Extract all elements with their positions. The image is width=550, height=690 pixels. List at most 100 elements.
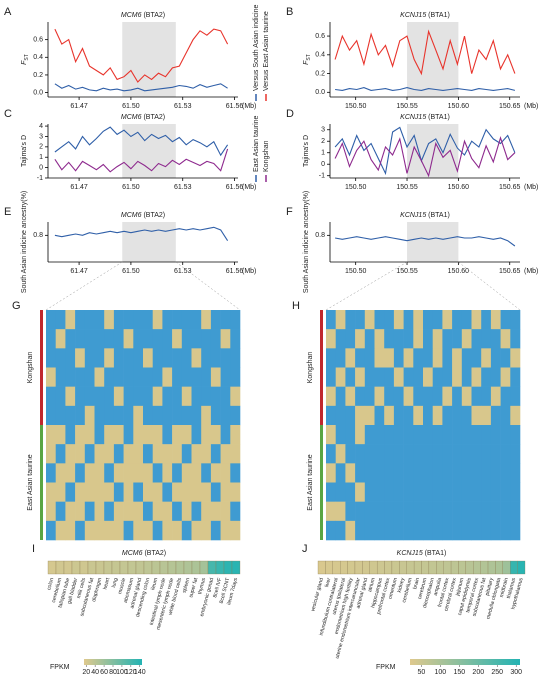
expression-cell [347,560,356,575]
genotype-cell [133,367,144,387]
gene-name: MCM6 [122,550,143,557]
expression-cell [510,560,518,575]
genotype-cell [84,482,95,502]
y-tick-label: 0.6 [33,36,43,43]
genotype-cell [65,348,76,368]
y-axis-label-main: South Asian indicine ancestry(%) [303,191,310,293]
genotype-cell [335,425,346,445]
genotype-cell [471,405,482,426]
genotype-cell [481,520,492,541]
genotype-cell [452,520,463,541]
genotype-cell [471,425,482,445]
genotype-cell [423,367,433,387]
tissue-label: pituitary [484,577,495,596]
genotype-cell [133,405,144,426]
genotype-cell [152,310,163,330]
genotype-cell [94,329,105,349]
expression-cell [71,560,81,575]
genotype-cell [162,482,173,502]
x-axis-unit: (Mb) [242,268,256,275]
genotype-cell [510,310,521,330]
genotype-cell [432,386,443,407]
genotype-cell [133,425,144,445]
genotype-cell [172,482,183,502]
genotype-cell [355,444,366,464]
genotype-cell [364,482,375,502]
expression-cell [167,560,177,575]
genotype-cell [461,482,472,502]
genotype-cell [191,367,202,387]
zoom-line [325,261,408,311]
genotype-cell [230,520,241,541]
genotype-cell [152,444,163,464]
genotype-cell [84,405,95,426]
genotype-cell [481,310,492,330]
genotype-cell [65,444,76,464]
genotype-cell [46,425,56,445]
genotype-cell [123,386,134,407]
genotype-cell [403,501,414,522]
genotype-cell [230,463,241,483]
y-axis-label: South Asian indicine ancestry(%) [21,191,28,293]
genotype-cell [413,329,424,349]
genotype-cell [75,386,86,407]
genotype-cell [181,520,192,541]
genotype-cell [133,310,144,330]
genotype-cell [201,482,212,502]
expression-cell [495,560,503,575]
expression-cell [436,560,444,575]
series-line [335,236,516,247]
tissue-label: spleen [182,577,192,593]
genotype-cell [413,310,424,330]
x-tick-label: 61.56 [226,184,244,191]
y-axis-label: South Asian indicine ancestry(%) [303,191,310,293]
panel-title: KCNJ15 (BTA1) [397,550,447,557]
genotype-cell [393,329,404,349]
genotype-cell [133,348,144,368]
genotype-cell [374,444,385,464]
genotype-cell [143,482,153,502]
genotype-cell [84,444,95,464]
genotype-cell [133,463,144,483]
genotype-cell [65,463,76,483]
tissue-label: omentum [387,577,398,599]
x-tick-label: 150.50 [345,268,367,275]
panel-title: KCNJ15 (BTA1) [400,212,450,219]
colorbar [84,659,142,665]
y-tick-label: 3 [321,127,325,134]
expression-cell [199,560,209,575]
x-tick-label: 61.47 [70,184,88,191]
y-tick-label: 2 [39,144,43,151]
genotype-cell [442,405,453,426]
genotype-cell [143,405,153,426]
genotype-cell [471,386,482,407]
genotype-cell [432,482,443,502]
genotype-cell [181,367,192,387]
genotype-cell [65,405,76,426]
genotype-cell [355,310,366,330]
genotype-cell [452,348,463,368]
genotype-cell [374,405,385,426]
x-tick-label: 150.65 [499,184,521,191]
genotype-cell [364,310,375,330]
genotype-cell [452,310,463,330]
genotype-cell [481,501,492,522]
genotype-cell [220,329,231,349]
x-tick-label: 150.65 [499,268,521,275]
series-line [54,28,229,83]
genotype-cell [461,405,472,426]
genotype-cell [123,329,134,349]
genotype-cell [442,386,453,407]
genotype-cell [355,386,366,407]
expression-cell [517,560,526,575]
gene-name: KCNJ15 [397,550,423,557]
genotype-cell [113,482,124,502]
genotype-cell [345,405,356,426]
genotype-cell [355,367,366,387]
genotype-cell [364,329,375,349]
x-tick-label: 150.50 [345,184,367,191]
genotype-cell [230,482,241,502]
genotype-cell [452,367,463,387]
genotype-cell [393,310,404,330]
genotype-cell [104,425,115,445]
